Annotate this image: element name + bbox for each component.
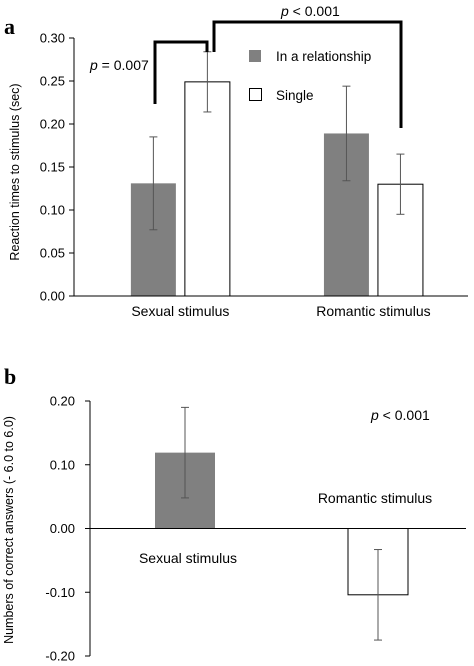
panel-a-y-tick-label: 0.20 (40, 117, 65, 132)
panel-a-y-tick-label: 0.25 (40, 74, 65, 89)
panel-b-y-axis-label: Numbers of correct answers (- 6.0 to 6.0… (2, 416, 16, 644)
panel-a-legend: In a relationship Single (249, 49, 371, 103)
panel-a: a Reaction times to stimulus (sec) 0.00 0… (4, 3, 468, 319)
panel-a-y-tick-label: 0.05 (40, 246, 65, 261)
legend-label-single: Single (276, 88, 314, 103)
panel-a-category-sexual: Sexual stimulus (131, 303, 229, 319)
panel-a-y-tick-label: 0.30 (40, 31, 65, 46)
panel-b-y-tick-label: 0.00 (50, 521, 75, 536)
panel-a-bracket-cross (212, 20, 403, 128)
panel-a-annotation-p001: p < 0.001 (280, 3, 340, 19)
panel-b-annotation-p001: p < 0.001 (370, 407, 430, 423)
panel-b-y-tick-label: -0.10 (45, 585, 75, 600)
panel-a-y-axis-label: Reaction times to stimulus (sec) (8, 83, 22, 260)
legend-swatch-relationship (249, 50, 261, 62)
panel-a-annotation-p007: p = 0.007 (89, 57, 149, 73)
panel-a-y-tick-label: 0.00 (40, 289, 65, 304)
panel-a-category-romantic: Romantic stimulus (316, 303, 430, 319)
legend-swatch-single (249, 88, 262, 101)
panel-b-y-tick-label: -0.20 (45, 649, 75, 664)
panel-a-bracket-sexual (153, 40, 209, 104)
panel-a-letter: a (4, 14, 15, 39)
legend-label-relationship: In a relationship (276, 49, 371, 64)
panel-b-category-romantic: Romantic stimulus (318, 490, 432, 506)
panel-b-category-sexual: Sexual stimulus (139, 550, 237, 566)
panel-b-y-tick-label: 0.20 (50, 394, 75, 409)
panel-a-y-tick-label: 0.10 (40, 203, 65, 218)
panel-b-letter: b (4, 364, 16, 389)
panel-a-bar-single-0 (184, 81, 231, 297)
panel-a-y-tick-label: 0.15 (40, 160, 65, 175)
panel-b: b Numbers of correct answers (- 6.0 to 6… (2, 364, 466, 664)
panel-b-y-tick-label: 0.10 (50, 457, 75, 472)
